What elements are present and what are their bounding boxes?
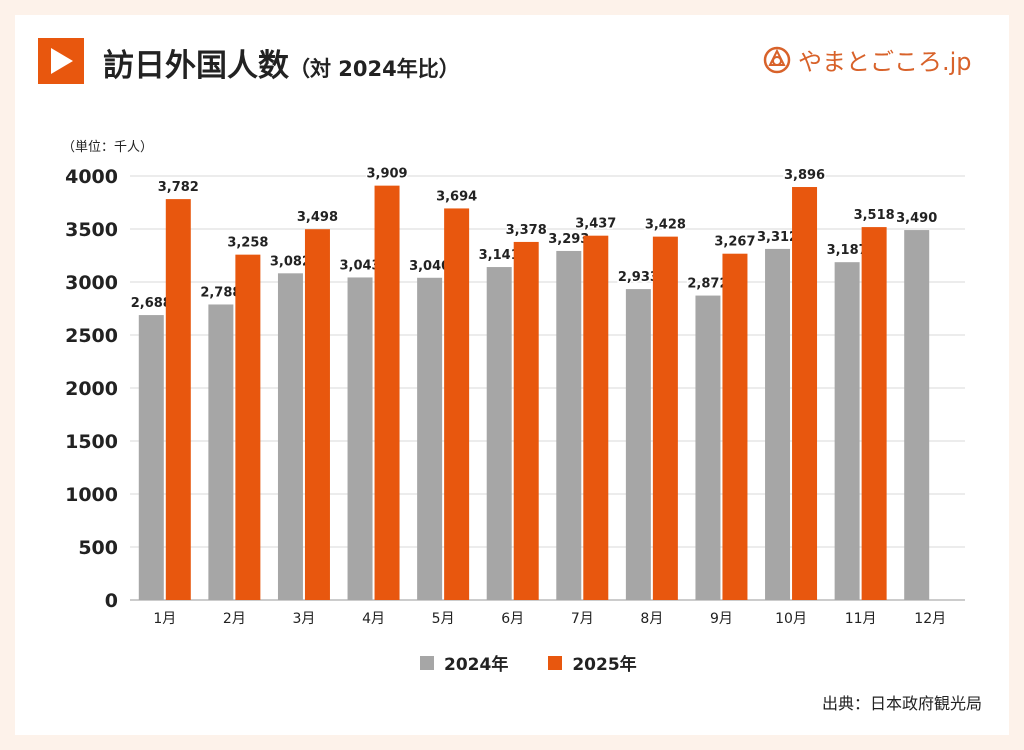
bar-2024年 [138, 315, 164, 600]
x-tick-label: 3月 [292, 611, 315, 627]
title-text: 訪日外国人数 [103, 48, 289, 84]
title-subtitle: （対 2024年比） [289, 57, 460, 81]
data-label: 3,141 [479, 248, 520, 263]
data-label: 3,498 [297, 210, 338, 225]
data-label: 3,518 [854, 208, 895, 223]
data-label: 2,933 [618, 270, 659, 285]
data-label: 3,082 [270, 254, 311, 269]
page-title: 訪日外国人数（対 2024年比） [103, 40, 460, 85]
data-label: 3,896 [784, 168, 825, 183]
bar-2024年 [904, 230, 930, 600]
legend-swatch [420, 655, 434, 670]
bar-2025年 [513, 241, 539, 600]
bar-2025年 [861, 227, 887, 601]
bar-2025年 [374, 185, 400, 600]
x-tick-label: 8月 [640, 611, 663, 627]
x-tick-label: 6月 [501, 611, 524, 627]
data-label: 3,428 [645, 218, 686, 233]
data-label: 3,293 [548, 232, 589, 247]
x-tick-label: 5月 [432, 611, 455, 627]
data-label: 2,688 [131, 296, 172, 311]
data-label: 2,788 [200, 285, 241, 300]
legend-label: 2024年 [444, 655, 509, 675]
bar-2024年 [208, 304, 234, 600]
bar-2025年 [792, 187, 818, 601]
x-tick-label: 10月 [775, 611, 807, 627]
data-label: 3,312 [757, 230, 798, 245]
y-tick-label: 2500 [65, 325, 118, 347]
y-tick-label: 0 [105, 590, 118, 612]
data-label: 3,187 [827, 243, 868, 258]
x-tick-label: 9月 [710, 611, 733, 627]
bar-2024年 [347, 277, 373, 600]
y-tick-label: 3000 [65, 272, 118, 294]
data-label: 3,043 [339, 258, 380, 273]
y-tick-label: 4000 [65, 166, 118, 188]
bar-2025年 [165, 199, 191, 600]
y-tick-label: 500 [78, 537, 118, 559]
source-note: 出典：日本政府観光局 [821, 694, 982, 713]
legend-label: 2025年 [572, 655, 637, 675]
bar-2025年 [235, 254, 261, 601]
bar-2024年 [765, 248, 791, 601]
data-label: 3,694 [436, 189, 477, 204]
x-tick-label: 4月 [362, 611, 385, 627]
legend-item-2024: 2024年 [420, 650, 508, 675]
x-tick-label: 7月 [571, 611, 594, 627]
data-label: 3,040 [409, 259, 450, 274]
logo-mark-icon [763, 46, 791, 73]
x-tick-label: 11月 [845, 611, 877, 627]
legend-item-2025: 2025年 [548, 650, 637, 675]
data-label: 3,490 [896, 211, 937, 226]
legend: 2024年 2025年 [420, 650, 637, 675]
x-tick-label: 12月 [914, 611, 946, 627]
bar-2025年 [444, 208, 470, 600]
data-label: 2,872 [687, 277, 728, 292]
data-label: 3,782 [158, 180, 199, 195]
bar-2024年 [625, 289, 651, 600]
data-label: 3,909 [366, 167, 407, 182]
bar-2024年 [277, 273, 303, 600]
data-label: 3,258 [227, 236, 268, 251]
bar-2024年 [834, 262, 860, 600]
legend-swatch [548, 655, 563, 670]
y-tick-label: 2000 [65, 378, 118, 400]
bar-2025年 [304, 229, 330, 600]
play-icon [38, 38, 84, 84]
x-tick-label: 1月 [153, 611, 176, 627]
data-label: 3,378 [506, 223, 547, 238]
data-label: 3,437 [575, 217, 616, 232]
logo: やまとごころ.jp [762, 42, 972, 77]
unit-label: （単位：千人） [62, 140, 154, 155]
bar-2024年 [486, 267, 512, 600]
y-tick-label: 3500 [65, 219, 118, 241]
logo-text: やまとごころ.jp [798, 48, 972, 76]
bar-2024年 [556, 250, 582, 600]
bar-2025年 [722, 253, 748, 600]
bar-2025年 [583, 235, 609, 601]
bar-2024年 [695, 295, 721, 600]
x-tick-label: 2月 [223, 611, 246, 627]
bar-2025年 [652, 236, 678, 600]
y-tick-label: 1500 [65, 431, 118, 453]
data-label: 3,267 [714, 235, 755, 250]
y-tick-label: 1000 [65, 484, 118, 506]
bar-2024年 [417, 277, 443, 600]
